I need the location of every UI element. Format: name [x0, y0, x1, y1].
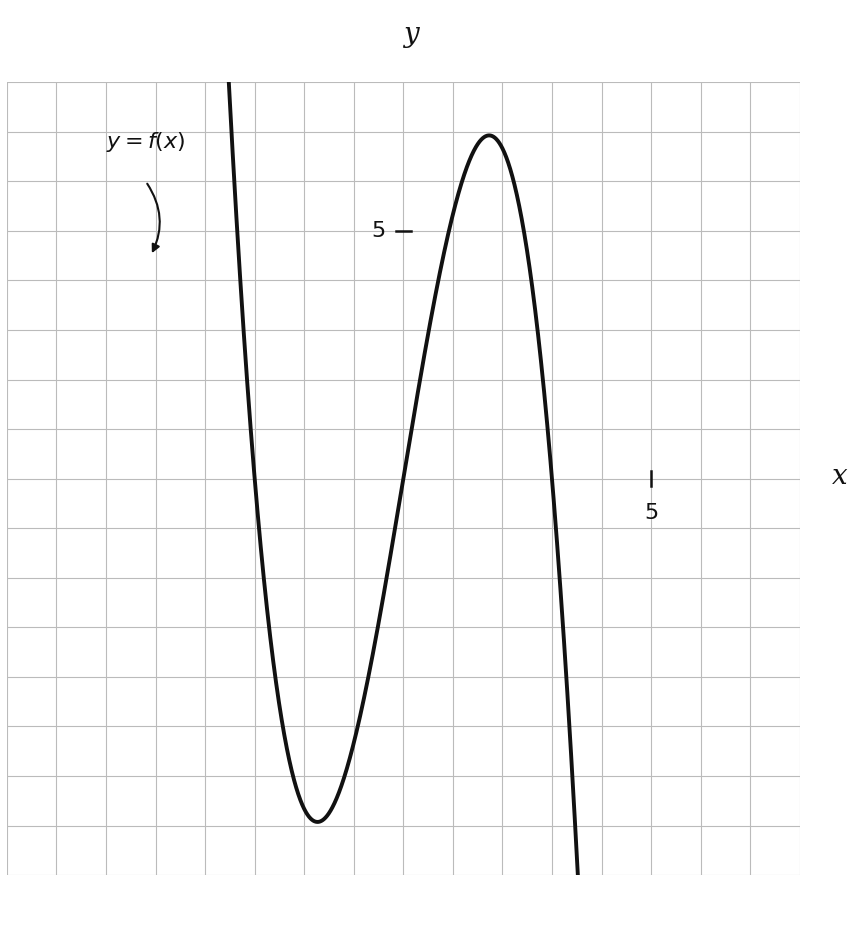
Text: y: y: [403, 20, 419, 47]
Text: $y = f(x)$: $y = f(x)$: [106, 129, 185, 154]
Text: x: x: [832, 463, 847, 490]
Text: 5: 5: [644, 504, 658, 523]
Text: 5: 5: [372, 221, 386, 241]
